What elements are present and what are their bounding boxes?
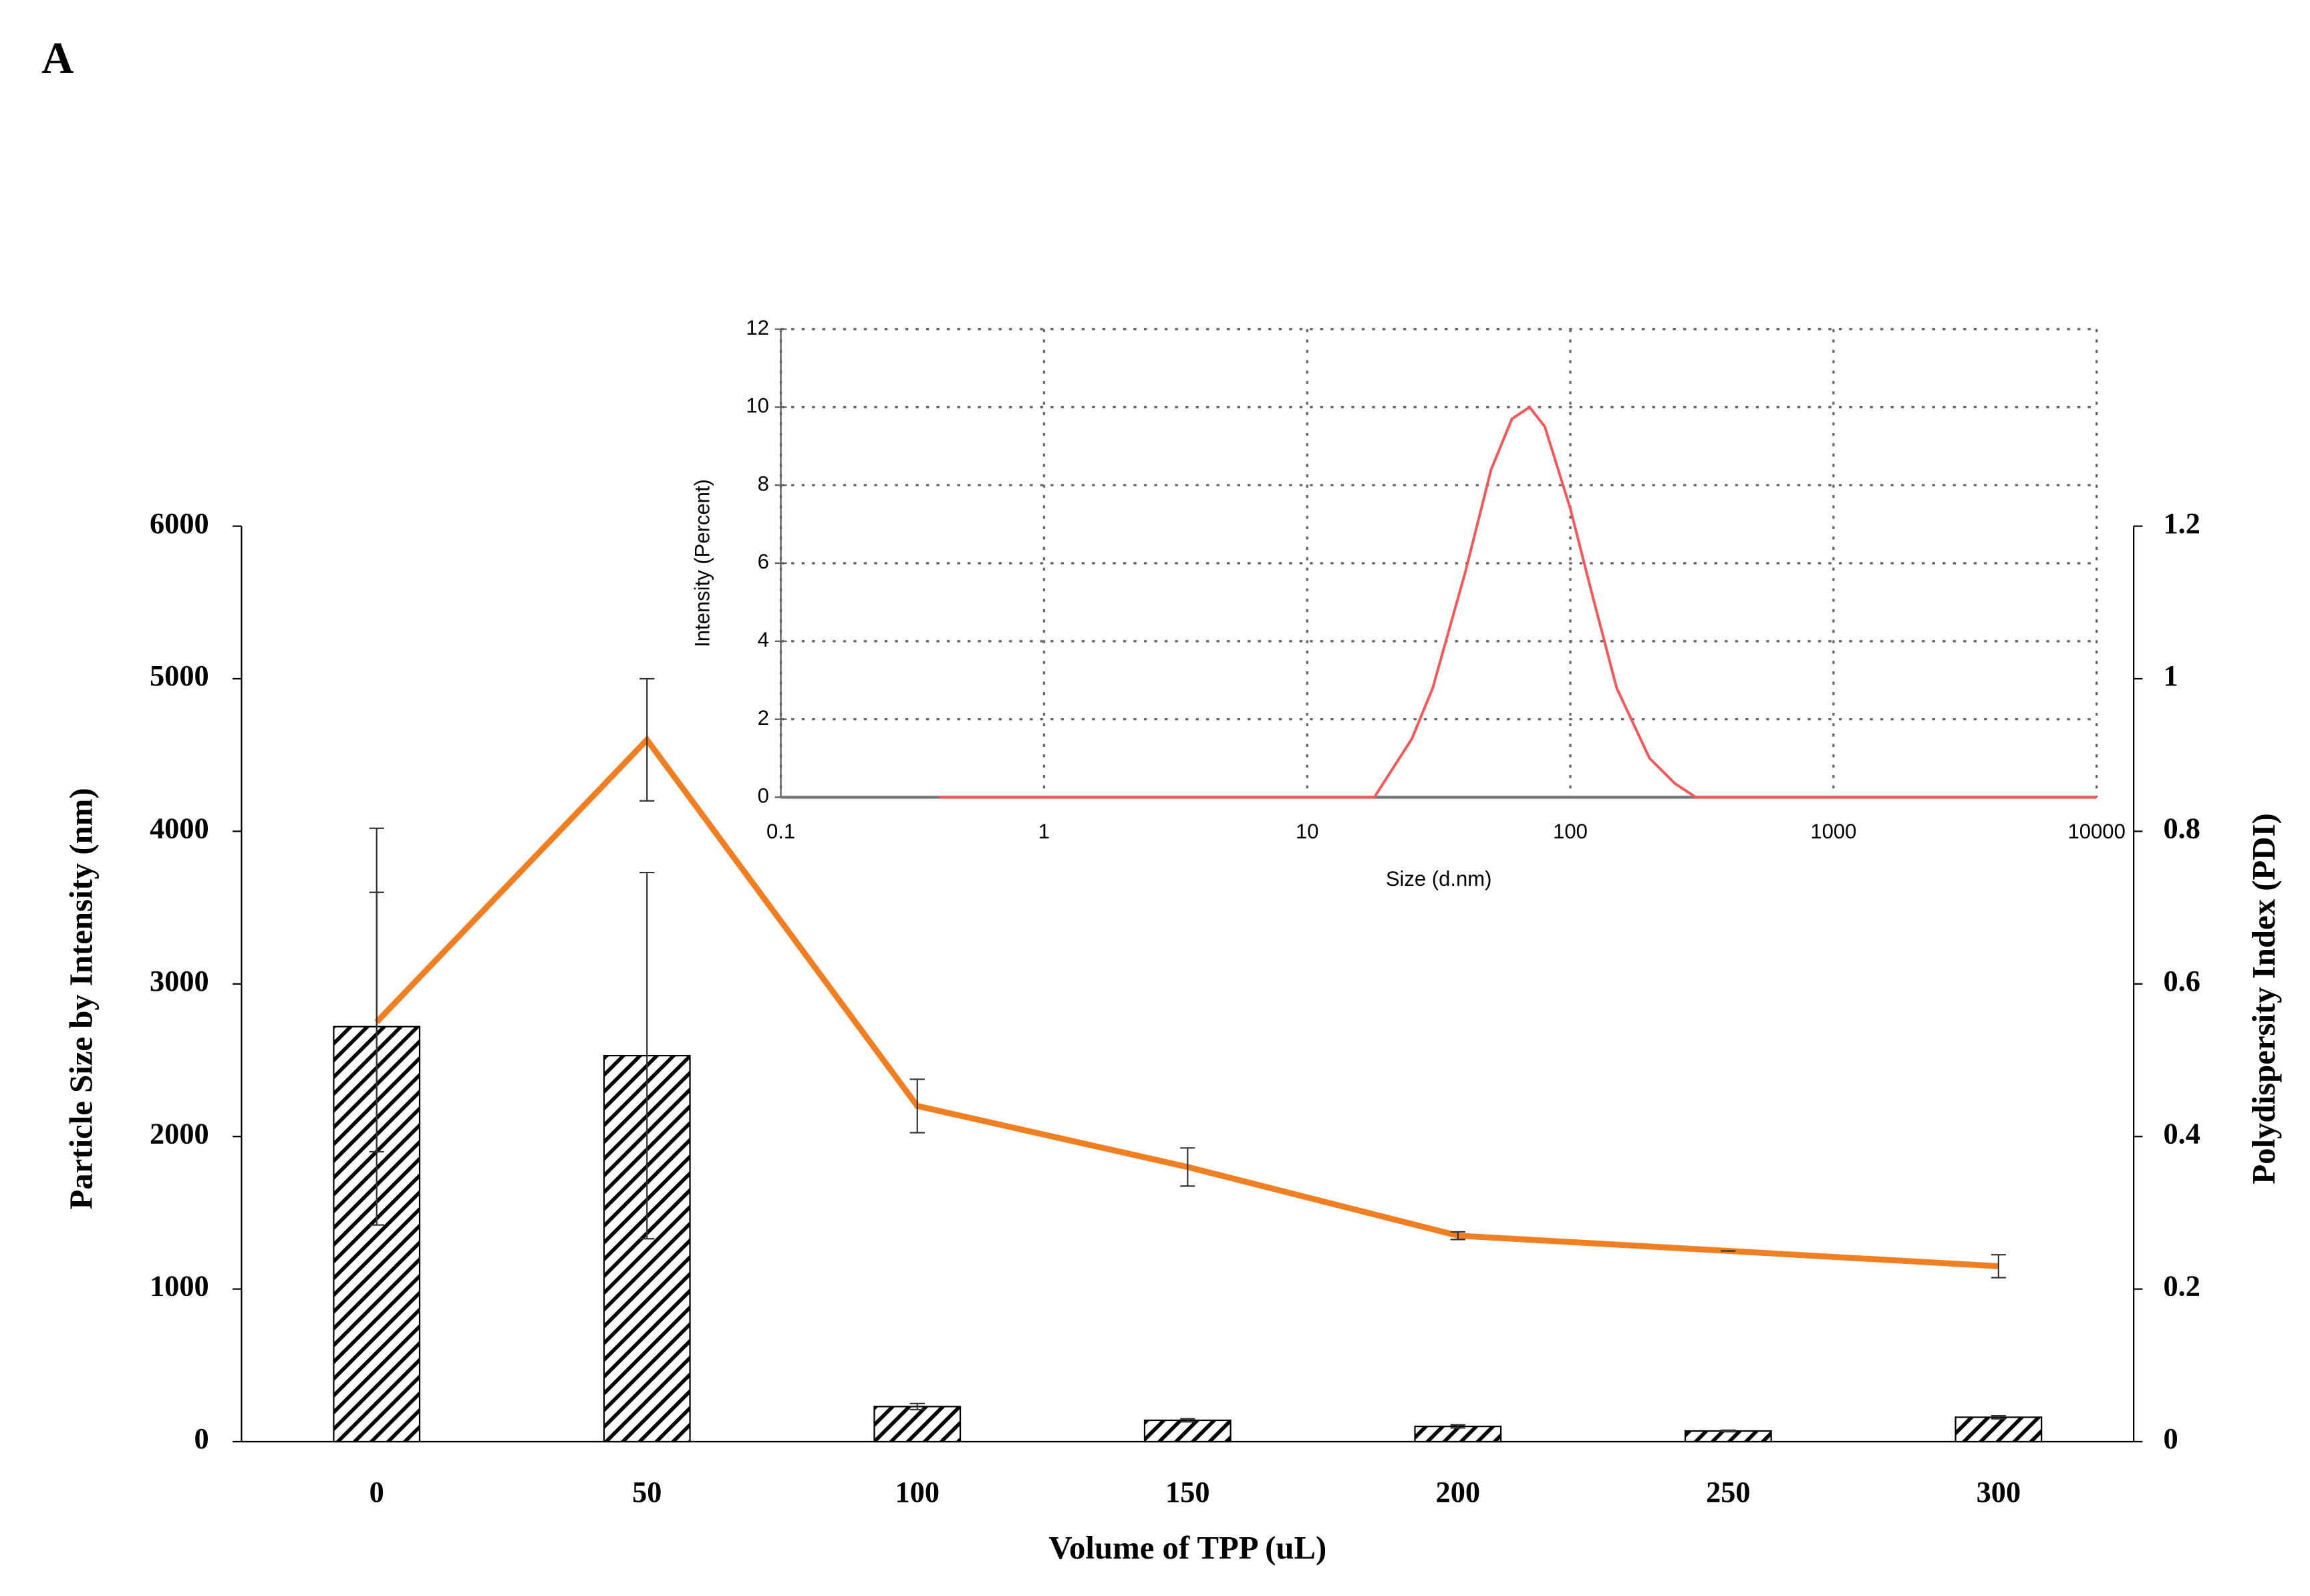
y2-tick-label: 0.2: [2163, 1269, 2200, 1303]
y-tick-label: 12: [746, 316, 769, 339]
y2-tick-label: 0.8: [2163, 812, 2200, 845]
error-bar: [909, 1078, 925, 1134]
y-tick-label: 1000: [150, 1269, 209, 1303]
y-tick-label: 4000: [150, 812, 209, 845]
x-tick-label: 0: [370, 1475, 384, 1508]
x-tick-label: 1000: [1810, 820, 1856, 843]
error-bar: [1450, 1424, 1465, 1429]
error-bar: [1991, 1254, 2006, 1279]
y-tick-label: 2000: [150, 1116, 209, 1150]
y2-tick-label: 1: [2163, 659, 2178, 692]
bar: [1684, 1430, 1772, 1443]
bar: [873, 1406, 962, 1443]
main-chart: 010002000300040005000600000.20.40.60.811…: [63, 506, 2282, 1566]
y-tick-label: 4: [758, 628, 769, 651]
y-tick-label: 3000: [150, 964, 209, 997]
y2-tick-label: 0.4: [2163, 1116, 2200, 1150]
error-bar: [909, 1402, 925, 1411]
x-tick-label: 100: [1553, 820, 1588, 843]
error-bar: [369, 891, 384, 1153]
x-tick-label: 1: [1038, 820, 1050, 843]
y-tick-label: 2: [758, 706, 769, 730]
x-tick-label: 100: [895, 1475, 940, 1508]
x-axis-title: Volume of TPP (uL): [1048, 1530, 1326, 1566]
y2-tick-label: 0.6: [2163, 964, 2200, 997]
y-tick-label: 10: [746, 394, 769, 418]
bar: [1143, 1419, 1232, 1443]
intensity-line: [939, 405, 2097, 799]
x-tick-label: 250: [1706, 1475, 1751, 1508]
x-tick-label: 150: [1165, 1475, 1210, 1508]
x-tick-label: 10: [1296, 820, 1319, 843]
panel-label: A: [41, 34, 74, 83]
x-axis-title: Size (d.nm): [1386, 867, 1492, 891]
x-tick-label: 200: [1436, 1475, 1481, 1508]
error-bar: [1450, 1231, 1465, 1241]
error-bar: [639, 871, 655, 1240]
y-tick-label: 0: [194, 1422, 208, 1455]
inset-chart: 0 2 4 6 8 10 12 0.1 1 10 100 1000 10000 Size (d.nm) In…: [690, 316, 2125, 891]
bar: [1414, 1426, 1502, 1443]
y-axis-title: Intensity (Percent): [690, 479, 714, 647]
error-bar: [1991, 1415, 2006, 1420]
y-tick-label: 5000: [150, 659, 209, 692]
x-tick-label: 50: [632, 1475, 662, 1508]
x-tick-label: 0.1: [766, 820, 795, 843]
y-tick-label: 0: [758, 784, 769, 808]
bar: [1955, 1416, 2043, 1443]
error-bar: [1721, 1429, 1736, 1433]
y-tick-label: 6: [758, 550, 769, 573]
y2-axis-title: Polydispersity Index (PDI): [2246, 813, 2282, 1184]
error-bar: [639, 677, 655, 802]
y-tick-label: 8: [758, 472, 769, 495]
error-bar: [1180, 1147, 1195, 1187]
y2-tick-label: 0: [2163, 1422, 2178, 1455]
y-axis-title: Particle Size by Intensity (nm): [63, 788, 100, 1209]
y-tick-label: 6000: [150, 506, 209, 540]
x-tick-label: 10000: [2068, 820, 2126, 843]
x-tick-label: 300: [1977, 1475, 2021, 1508]
error-bar: [1180, 1418, 1195, 1423]
y2-tick-label: 1.2: [2163, 506, 2200, 540]
